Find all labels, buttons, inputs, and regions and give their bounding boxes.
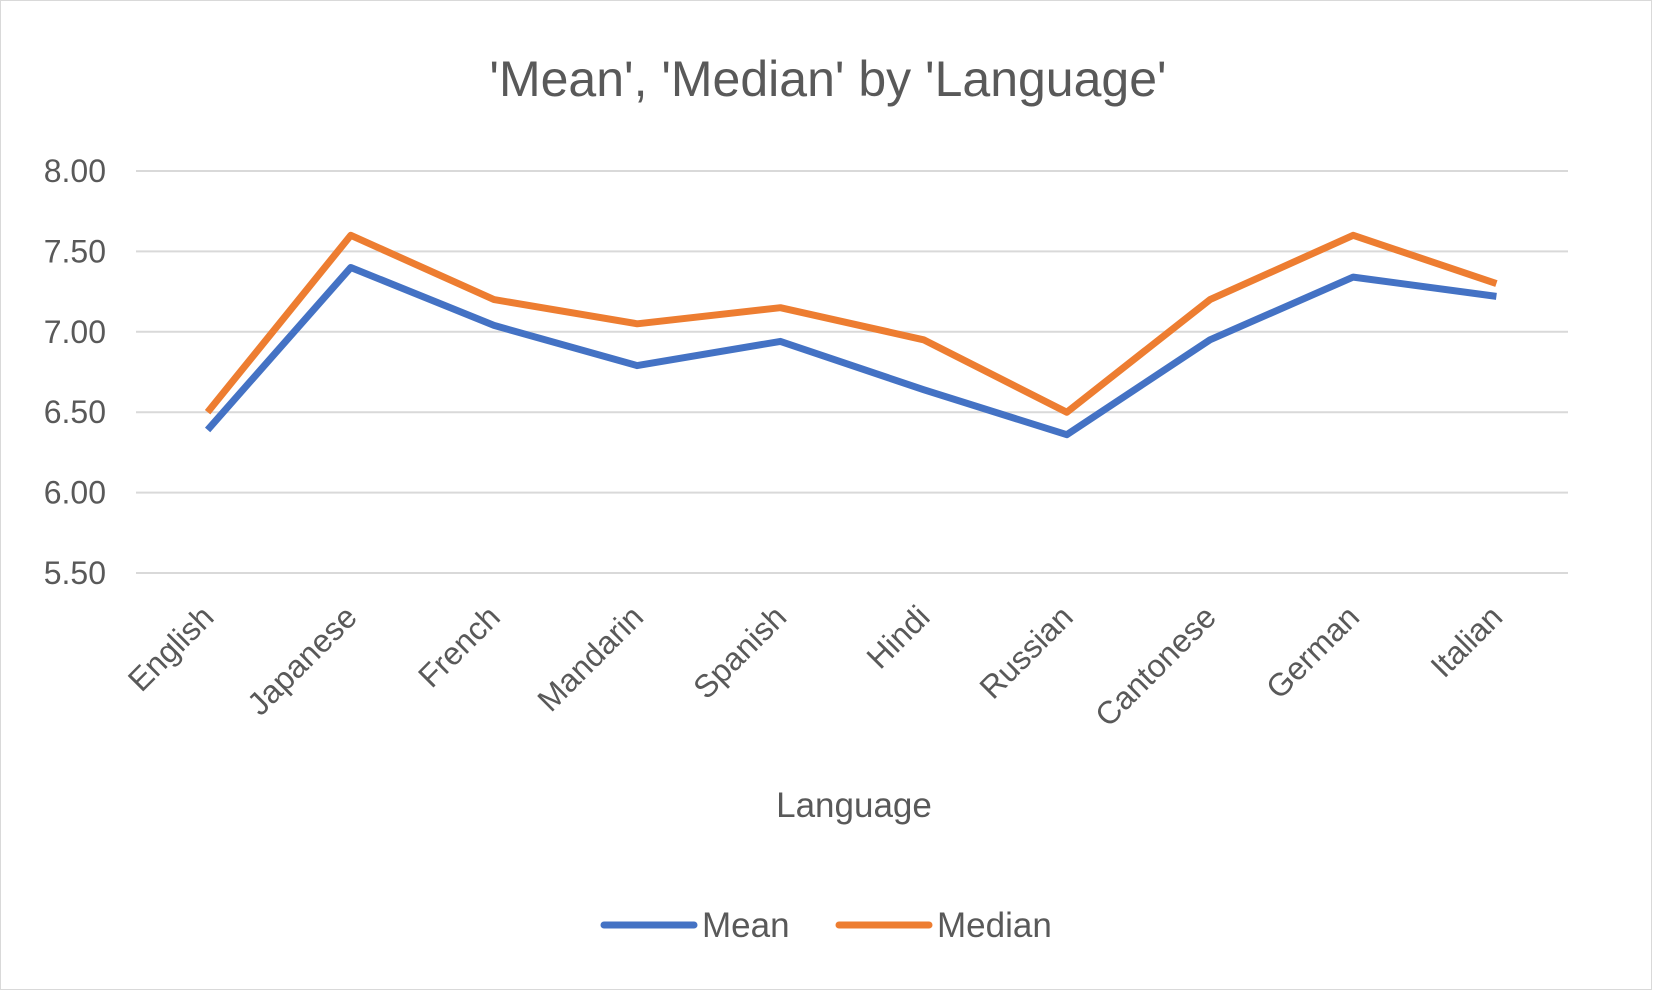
y-tick-label: 6.00 <box>44 475 106 511</box>
series-line-median <box>208 235 1497 412</box>
x-tick-label: French <box>411 598 507 694</box>
y-tick-label: 5.50 <box>44 555 106 591</box>
x-tick-label: Japanese <box>240 598 364 722</box>
x-tick-label: Italian <box>1424 598 1510 684</box>
y-tick-label: 7.50 <box>44 233 106 269</box>
y-tick-label: 7.00 <box>44 314 106 350</box>
legend: Mean Median <box>604 906 1052 945</box>
y-tick-label: 6.50 <box>44 394 106 430</box>
legend-label-median: Median <box>937 906 1052 945</box>
x-tick-label: German <box>1259 598 1366 705</box>
x-tick-label: Mandarin <box>530 598 650 718</box>
series-lines <box>208 235 1497 435</box>
y-axis-tick-labels: 5.50 6.00 6.50 7.00 7.50 8.00 <box>44 153 106 591</box>
x-axis-title: Language <box>776 786 932 825</box>
gridlines <box>136 171 1568 573</box>
x-tick-label: Spanish <box>686 598 793 705</box>
series-line-mean <box>208 268 1497 435</box>
x-tick-label: Cantonese <box>1088 598 1223 733</box>
x-tick-label: English <box>121 598 221 698</box>
x-tick-label: Hindi <box>860 598 937 675</box>
chart-title: 'Mean', 'Median' by 'Language' <box>489 51 1166 107</box>
legend-label-mean: Mean <box>702 906 790 945</box>
x-tick-label: Russian <box>973 598 1080 705</box>
y-tick-label: 8.00 <box>44 153 106 189</box>
